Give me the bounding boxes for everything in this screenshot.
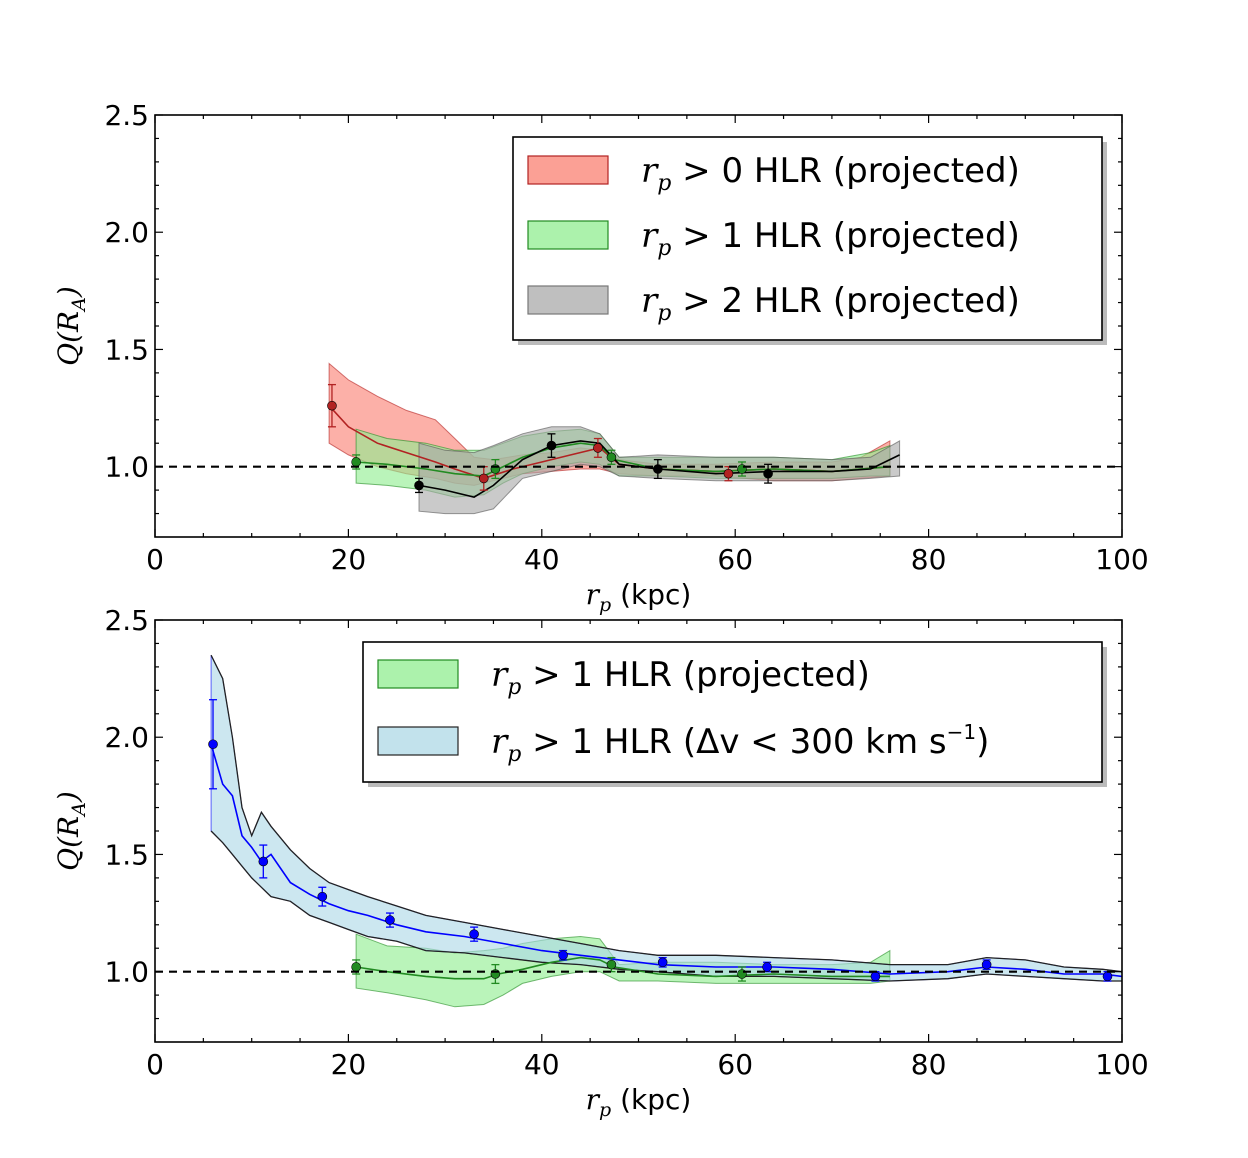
point-series-0-2 xyxy=(606,959,617,970)
x-tick-label: 20 xyxy=(331,1048,367,1081)
legend-box xyxy=(512,136,1103,341)
y-tick-label: 1.5 xyxy=(104,838,149,871)
x-axis-label: rp (kpc) xyxy=(586,1083,692,1121)
point-series-0-0 xyxy=(351,962,361,972)
x-tick-label: 40 xyxy=(524,543,560,576)
y-tick-label: 2.5 xyxy=(104,99,149,132)
legend: rp > 0 HLR (projected) rp > 1 HLR (projec… xyxy=(512,136,1107,345)
legend-label-0: rp > 1 HLR (projected) xyxy=(491,655,870,700)
band-upper-edge-series-1 xyxy=(210,654,1122,973)
point-series-1-10 xyxy=(1102,971,1113,982)
x-axis-label: rp (kpc) xyxy=(586,578,692,616)
x-tick-label: 40 xyxy=(524,1048,560,1081)
x-tick-label: 60 xyxy=(717,1048,753,1081)
legend-box xyxy=(362,641,1103,783)
legend: rp > 1 HLR (projected) rp > 1 HLR (Δv < 3… xyxy=(362,641,1107,787)
point-series-0-0 xyxy=(327,400,337,411)
y-tick-label: 1.0 xyxy=(104,956,149,989)
legend-label-0: rp > 0 HLR (projected) xyxy=(641,151,1020,196)
point-series-1-7 xyxy=(762,962,772,972)
band-lower-edge-series-1 xyxy=(210,830,1122,982)
point-series-1-3 xyxy=(385,915,395,925)
y-tick-label: 2.0 xyxy=(104,721,149,754)
point-series-2-0 xyxy=(414,480,424,491)
y-tick-label: 1.0 xyxy=(104,451,149,484)
point-series-1-4 xyxy=(469,929,479,939)
point-series-1-0 xyxy=(351,457,361,467)
x-tick-label: 60 xyxy=(717,543,753,576)
legend-label-1: rp > 1 HLR (projected) xyxy=(641,216,1020,261)
point-series-0-1 xyxy=(478,473,489,484)
legend-swatch-1 xyxy=(377,726,459,756)
y-axis-label: Q(RA) xyxy=(52,791,90,871)
legend-label-2: rp > 2 HLR (projected) xyxy=(641,281,1020,326)
x-tick-label: 20 xyxy=(331,543,367,576)
y-tick-label: 2.5 xyxy=(104,604,149,637)
point-series-2-1 xyxy=(546,440,557,451)
point-series-1-2 xyxy=(606,452,617,463)
point-series-0-2 xyxy=(593,443,603,453)
x-tick-label: 100 xyxy=(1095,543,1148,576)
mean-line-series-2 xyxy=(418,440,900,498)
point-series-0-3 xyxy=(723,468,734,479)
point-series-1-5 xyxy=(558,950,568,961)
point-series-1-1 xyxy=(258,856,269,867)
legend-label-1: rp > 1 HLR (Δv < 300 km s−1) xyxy=(491,720,989,767)
legend-swatch-0 xyxy=(527,155,609,185)
x-tick-label: 80 xyxy=(911,1048,947,1081)
y-tick-label: 1.5 xyxy=(104,333,149,366)
x-tick-label: 0 xyxy=(146,1048,164,1081)
x-tick-label: 0 xyxy=(146,543,164,576)
y-tick-label: 2.0 xyxy=(104,216,149,249)
point-series-1-2 xyxy=(317,891,328,902)
bottom-panel: 0 20 40 60 80 100 1.0 1.5 2.0 2.5 rp (kpc) Q(RA) rp … xyxy=(52,604,1149,1121)
plot-area xyxy=(208,654,1122,1008)
legend-swatch-2 xyxy=(527,285,609,315)
point-series-1-8 xyxy=(870,971,881,982)
x-tick-label: 100 xyxy=(1095,1048,1148,1081)
point-series-2-3 xyxy=(763,468,773,479)
top-panel: 0 20 40 60 80 100 1.0 1.5 2.0 2.5 rp (kpc) Q(RA) rp … xyxy=(52,99,1149,616)
point-series-1-0 xyxy=(208,739,218,750)
x-tick-label: 80 xyxy=(911,543,947,576)
y-axis-label: Q(RA) xyxy=(52,286,90,366)
legend-swatch-1 xyxy=(527,220,609,250)
point-series-1-9 xyxy=(981,959,992,970)
point-series-1-6 xyxy=(657,957,668,968)
legend-swatch-0 xyxy=(377,659,459,689)
